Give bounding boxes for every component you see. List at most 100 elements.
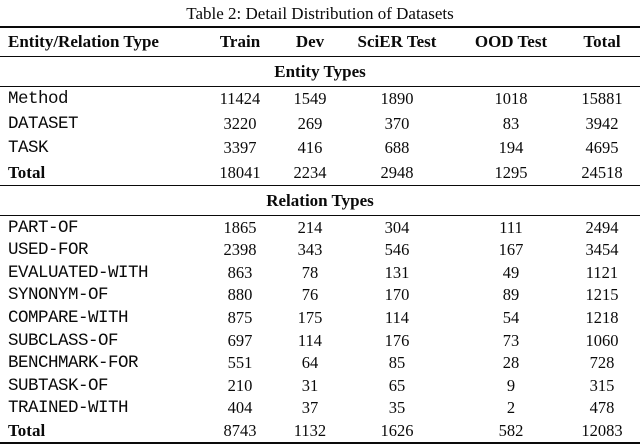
table-row: Total 8743 1132 1626 582 12083 (0, 420, 640, 444)
cell-value: 404 (227, 398, 253, 418)
cell-value: 370 (384, 113, 410, 133)
cell-value: 114 (384, 308, 410, 328)
cell-value: 76 (301, 285, 319, 305)
section-header-row: Entity Types (0, 56, 640, 87)
table-row: SUBTASK-OF 210 31 65 9 315 (0, 375, 640, 398)
row-label: USED-FOR (8, 240, 89, 261)
column-header-row: Entity/Relation Type Train Dev SciER Tes… (0, 27, 640, 57)
cell-value: 8743 (223, 421, 257, 441)
cell-value: 546 (384, 240, 410, 260)
datasets-distribution-table: Entity/Relation Type Train Dev SciER Tes… (0, 26, 640, 445)
cell-value: 64 (301, 353, 319, 373)
cell-value: 269 (297, 113, 323, 133)
table-row: PART-OF 1865 214 304 111 2494 (0, 216, 640, 239)
cell-value: 111 (499, 217, 523, 237)
cell-value: 1060 (585, 330, 619, 350)
cell-value: 1215 (585, 285, 619, 305)
cell-value: 12083 (581, 421, 623, 441)
table-body: Entity Types Method 11424 1549 1890 1018 15881… (0, 56, 640, 444)
cell-value: 1121 (585, 262, 619, 282)
cell-value: 65 (388, 375, 406, 395)
column-header-dev: Dev (284, 27, 336, 57)
section-header: Entity Types (0, 56, 640, 87)
column-header-total: Total (564, 27, 640, 57)
cell-value: 78 (301, 262, 319, 282)
cell-value: 1132 (293, 421, 327, 441)
row-label: SUBTASK-OF (8, 375, 109, 396)
column-header-train: Train (196, 27, 284, 57)
cell-value: 478 (589, 398, 615, 418)
cell-value: 3397 (223, 138, 257, 158)
cell-value: 73 (502, 330, 520, 350)
cell-value: 170 (384, 285, 410, 305)
table-row: Total 18041 2234 2948 1295 24518 (0, 161, 640, 186)
cell-value: 416 (297, 138, 323, 158)
cell-value: 343 (297, 240, 323, 260)
table-row: BENCHMARK-FOR 551 64 85 28 728 (0, 352, 640, 375)
section-header-row: Relation Types (0, 185, 640, 217)
cell-value: 1018 (494, 89, 528, 109)
cell-value: 582 (498, 421, 524, 441)
cell-value: 3454 (585, 240, 619, 260)
table-row: TRAINED-WITH 404 37 35 2 478 (0, 397, 640, 420)
cell-value: 18041 (219, 163, 261, 183)
cell-value: 2234 (293, 163, 327, 183)
table-row: COMPARE-WITH 875 175 114 54 1218 (0, 307, 640, 330)
cell-value: 131 (384, 262, 410, 282)
cell-value: 688 (384, 138, 410, 158)
cell-value: 175 (297, 308, 323, 328)
cell-value: 35 (388, 398, 406, 418)
cell-value: 114 (297, 330, 323, 350)
row-label: TRAINED-WITH (8, 398, 129, 419)
table-row: DATASET 3220 269 370 83 3942 (0, 112, 640, 137)
cell-value: 15881 (581, 89, 623, 109)
table-caption: Table 2: Detail Distribution of Datasets (186, 4, 454, 23)
cell-value: 83 (502, 113, 520, 133)
cell-value: 54 (502, 308, 520, 328)
cell-value: 2948 (380, 163, 414, 183)
cell-value: 2398 (223, 240, 257, 260)
cell-value: 11424 (219, 89, 261, 109)
cell-value: 1295 (494, 163, 528, 183)
row-label: Method (8, 89, 69, 110)
row-label: DATASET (8, 113, 79, 134)
cell-value: 304 (384, 217, 410, 237)
row-label: Total (8, 163, 46, 183)
row-label: BENCHMARK-FOR (8, 353, 139, 374)
cell-value: 2494 (585, 217, 619, 237)
cell-value: 1218 (585, 308, 619, 328)
table-row: EVALUATED-WITH 863 78 131 49 1121 (0, 262, 640, 285)
cell-value: 4695 (585, 138, 619, 158)
cell-value: 728 (589, 353, 615, 373)
section-header: Relation Types (0, 185, 640, 217)
cell-value: 37 (301, 398, 319, 418)
row-label: TASK (8, 138, 49, 159)
table-row: SYNONYM-OF 880 76 170 89 1215 (0, 284, 640, 307)
table-row: SUBCLASS-OF 697 114 176 73 1060 (0, 329, 640, 352)
cell-value: 89 (502, 285, 520, 305)
row-label: COMPARE-WITH (8, 308, 129, 329)
cell-value: 1549 (293, 89, 327, 109)
table-row: USED-FOR 2398 343 546 167 3454 (0, 239, 640, 262)
cell-value: 315 (589, 375, 615, 395)
cell-value: 9 (506, 375, 516, 395)
cell-value: 176 (384, 330, 410, 350)
table-row: TASK 3397 416 688 194 4695 (0, 136, 640, 161)
cell-value: 875 (227, 308, 253, 328)
cell-value: 1626 (380, 421, 414, 441)
column-header-ood-test: OOD Test (458, 27, 564, 57)
cell-value: 1865 (223, 217, 257, 237)
row-label: Total (8, 421, 46, 441)
cell-value: 24518 (581, 163, 623, 183)
cell-value: 880 (227, 285, 253, 305)
cell-value: 28 (502, 353, 520, 373)
cell-value: 2 (506, 398, 516, 418)
row-label: SUBCLASS-OF (8, 330, 119, 351)
cell-value: 210 (227, 375, 253, 395)
cell-value: 3220 (223, 113, 257, 133)
cell-value: 194 (498, 138, 524, 158)
cell-value: 1890 (380, 89, 414, 109)
cell-value: 551 (227, 353, 253, 373)
cell-value: 697 (227, 330, 253, 350)
cell-value: 863 (227, 262, 253, 282)
